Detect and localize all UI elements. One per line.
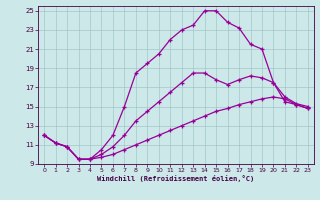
X-axis label: Windchill (Refroidissement éolien,°C): Windchill (Refroidissement éolien,°C): [97, 175, 255, 182]
